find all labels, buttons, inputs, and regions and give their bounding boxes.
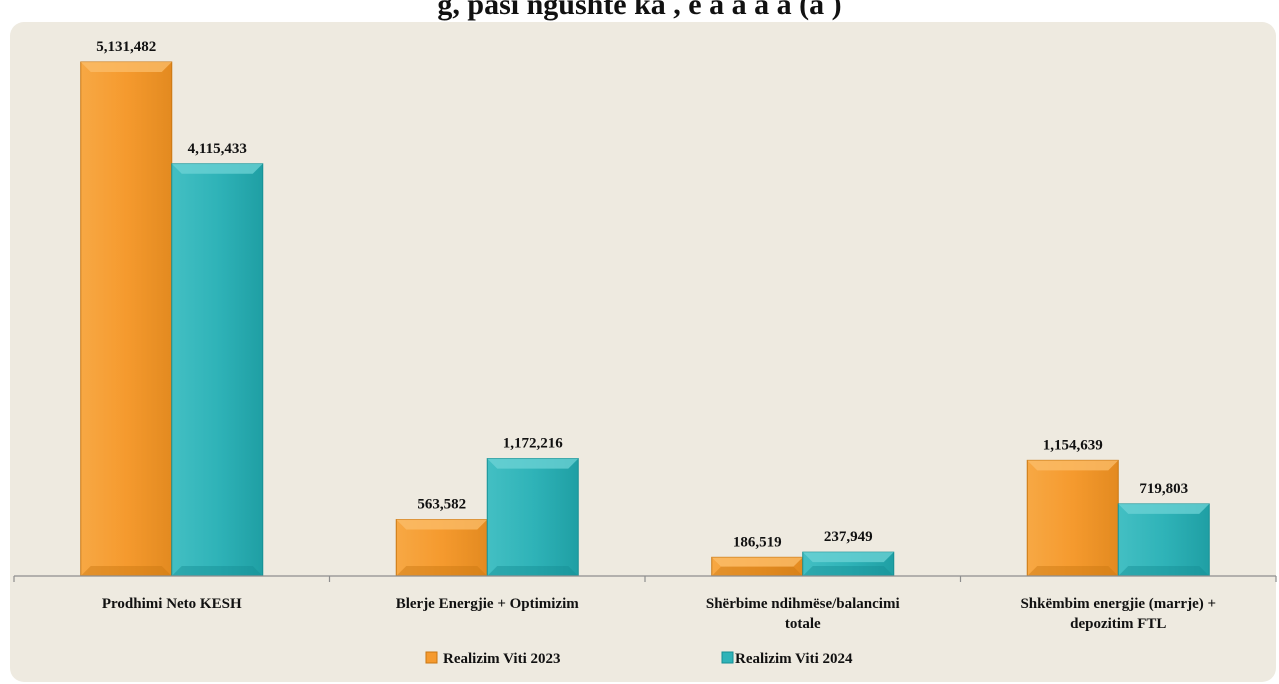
category-label: Shërbime ndihmëse/balancimi bbox=[706, 596, 900, 612]
legend-label: Realizim Viti 2023 bbox=[443, 651, 560, 667]
data-label: 186,519 bbox=[733, 534, 782, 550]
legend-item-2023: Realizim Viti 2023 bbox=[425, 651, 560, 667]
category-label: depozitim FTL bbox=[1070, 616, 1166, 632]
bars-layer bbox=[80, 61, 1210, 577]
bar-2023-1 bbox=[395, 519, 488, 577]
data-label: 5,131,482 bbox=[96, 39, 156, 55]
legend-swatch bbox=[721, 651, 734, 664]
category-labels-layer: Prodhimi Neto KESH Blerje Energjie + Opti… bbox=[102, 596, 1216, 632]
x-axis-ticks bbox=[13, 576, 1277, 582]
bar-2024-2 bbox=[802, 551, 895, 577]
chart-title-fragment: g, pasi ngushtë ka , e a a a a (a ) bbox=[437, 0, 842, 21]
bar-2024-0 bbox=[171, 163, 264, 577]
bar-2024-1 bbox=[486, 458, 579, 577]
legend-label: Realizim Viti 2024 bbox=[735, 651, 853, 667]
data-label: 4,115,433 bbox=[188, 141, 247, 157]
bar-2023-2 bbox=[711, 556, 804, 577]
data-label: 1,172,216 bbox=[503, 436, 564, 452]
data-label: 719,803 bbox=[1139, 481, 1188, 497]
legend-item-2024: Realizim Viti 2024 bbox=[721, 651, 853, 667]
category-label: Blerje Energjie + Optimizim bbox=[396, 596, 580, 612]
category-label: Shkëmbim energjie (marrje) + bbox=[1020, 596, 1216, 612]
data-label: 237,949 bbox=[824, 529, 873, 545]
category-label: Prodhimi Neto KESH bbox=[102, 596, 242, 612]
data-label: 563,582 bbox=[417, 497, 466, 513]
bar-2023-0 bbox=[80, 61, 173, 577]
bar-2024-3 bbox=[1117, 503, 1210, 577]
legend: Realizim Viti 2023 Realizim Viti 2024 bbox=[425, 651, 853, 667]
bar-2023-3 bbox=[1026, 459, 1119, 577]
category-label: totale bbox=[785, 616, 821, 632]
data-label: 1,154,639 bbox=[1043, 437, 1103, 453]
legend-swatch bbox=[425, 651, 438, 664]
data-labels-layer: 5,131,482 4,115,433 563,582 1,172,216 186,51… bbox=[96, 39, 1188, 550]
